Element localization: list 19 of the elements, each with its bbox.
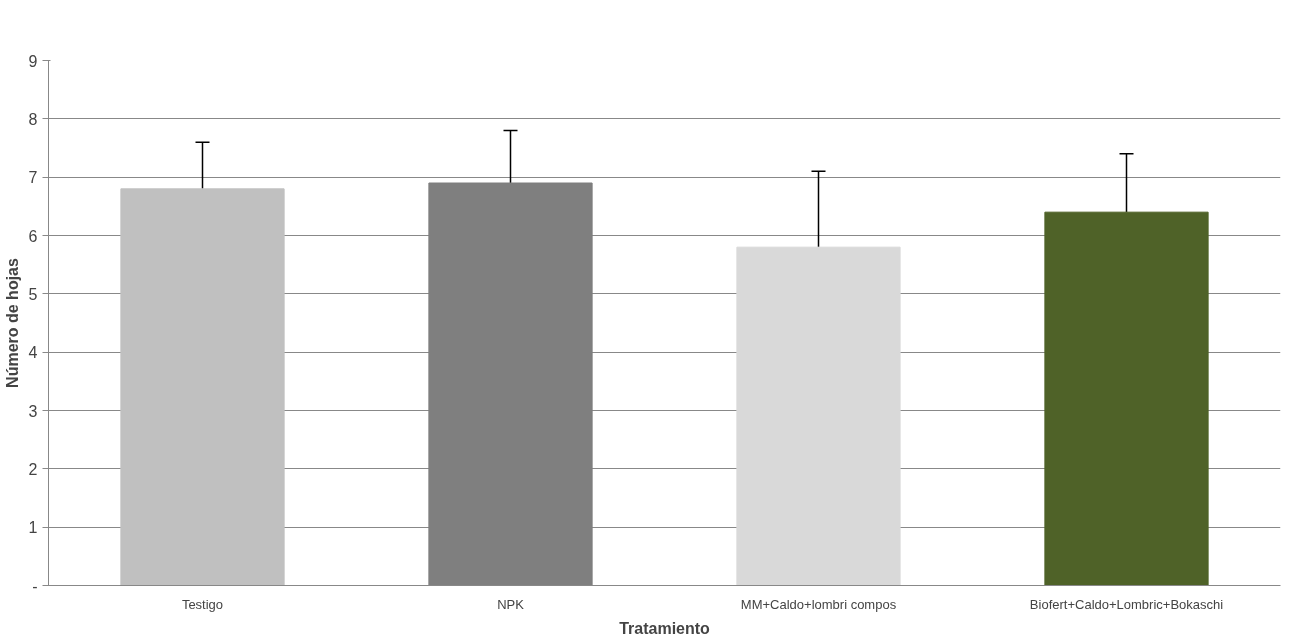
y-tick-label: 9 [28,52,38,70]
y-tick-label: 2 [28,460,38,478]
y-tick-label: 4 [28,344,38,362]
y-tick-label: - [32,577,38,595]
y-axis-title: Número de hojas [3,258,21,388]
y-tick-label: 3 [28,402,38,420]
x-tick-label: NPK [497,596,525,612]
y-tick-label: 6 [28,227,38,245]
y-tick-label: 5 [28,285,38,303]
x-axis-title: Tratamiento [619,619,711,637]
y-tick-label: 8 [28,110,38,128]
x-tick-label: MM+Caldo+lombri compos [740,596,897,612]
x-tick-label: Biofert+Caldo+Lombric+Bokaschi [1029,596,1224,612]
x-tick-label: Testigo [181,596,224,612]
y-tick-label: 7 [28,169,38,187]
bar [736,246,901,586]
bar [120,188,285,586]
bar [1044,211,1209,586]
y-tick-label: 1 [28,519,38,537]
